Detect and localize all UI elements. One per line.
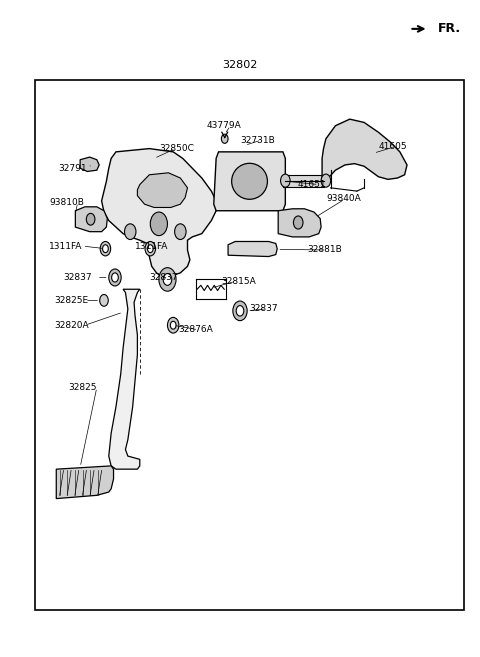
- Circle shape: [293, 216, 303, 229]
- Circle shape: [100, 242, 111, 256]
- Polygon shape: [80, 157, 99, 171]
- Circle shape: [109, 269, 121, 286]
- Text: 41651: 41651: [297, 180, 326, 189]
- Polygon shape: [56, 466, 114, 499]
- Text: 32837: 32837: [149, 273, 178, 282]
- Circle shape: [103, 245, 108, 252]
- Circle shape: [159, 267, 176, 291]
- Circle shape: [124, 224, 136, 240]
- Polygon shape: [102, 148, 216, 276]
- Polygon shape: [228, 242, 277, 256]
- Text: 32850C: 32850C: [159, 144, 194, 153]
- Circle shape: [233, 301, 247, 321]
- Text: 32820A: 32820A: [54, 321, 88, 330]
- Polygon shape: [283, 175, 324, 187]
- Text: 32825: 32825: [68, 383, 96, 392]
- Circle shape: [321, 174, 331, 187]
- Text: 32815A: 32815A: [221, 277, 256, 286]
- Polygon shape: [322, 119, 407, 186]
- Text: 32731B: 32731B: [240, 135, 275, 145]
- Polygon shape: [278, 209, 321, 237]
- Text: FR.: FR.: [438, 22, 461, 35]
- Text: 32825E: 32825E: [54, 296, 88, 305]
- Polygon shape: [137, 173, 188, 208]
- Circle shape: [150, 212, 168, 236]
- Ellipse shape: [232, 164, 267, 199]
- Text: 43779A: 43779A: [206, 121, 241, 130]
- Text: 93840A: 93840A: [326, 194, 360, 204]
- Polygon shape: [75, 207, 108, 232]
- Circle shape: [168, 317, 179, 333]
- Circle shape: [100, 294, 108, 306]
- Text: 32802: 32802: [222, 60, 258, 70]
- Circle shape: [175, 224, 186, 240]
- Text: 1311FA: 1311FA: [49, 242, 83, 250]
- Text: 93810B: 93810B: [49, 198, 84, 207]
- Text: 32881B: 32881B: [307, 246, 342, 254]
- Circle shape: [236, 306, 244, 316]
- Circle shape: [163, 273, 172, 285]
- Circle shape: [281, 174, 290, 187]
- Circle shape: [86, 214, 95, 225]
- Text: 32837: 32837: [250, 304, 278, 313]
- Text: 1311FA: 1311FA: [135, 242, 168, 250]
- Circle shape: [147, 245, 153, 252]
- Text: 32791: 32791: [59, 164, 87, 173]
- Circle shape: [221, 134, 228, 143]
- Text: 41605: 41605: [378, 142, 407, 151]
- Text: 32876A: 32876A: [178, 325, 213, 334]
- Circle shape: [170, 321, 176, 329]
- Text: 32837: 32837: [63, 273, 92, 282]
- Circle shape: [112, 273, 118, 282]
- Polygon shape: [214, 152, 285, 211]
- Polygon shape: [109, 289, 140, 469]
- Circle shape: [145, 242, 156, 256]
